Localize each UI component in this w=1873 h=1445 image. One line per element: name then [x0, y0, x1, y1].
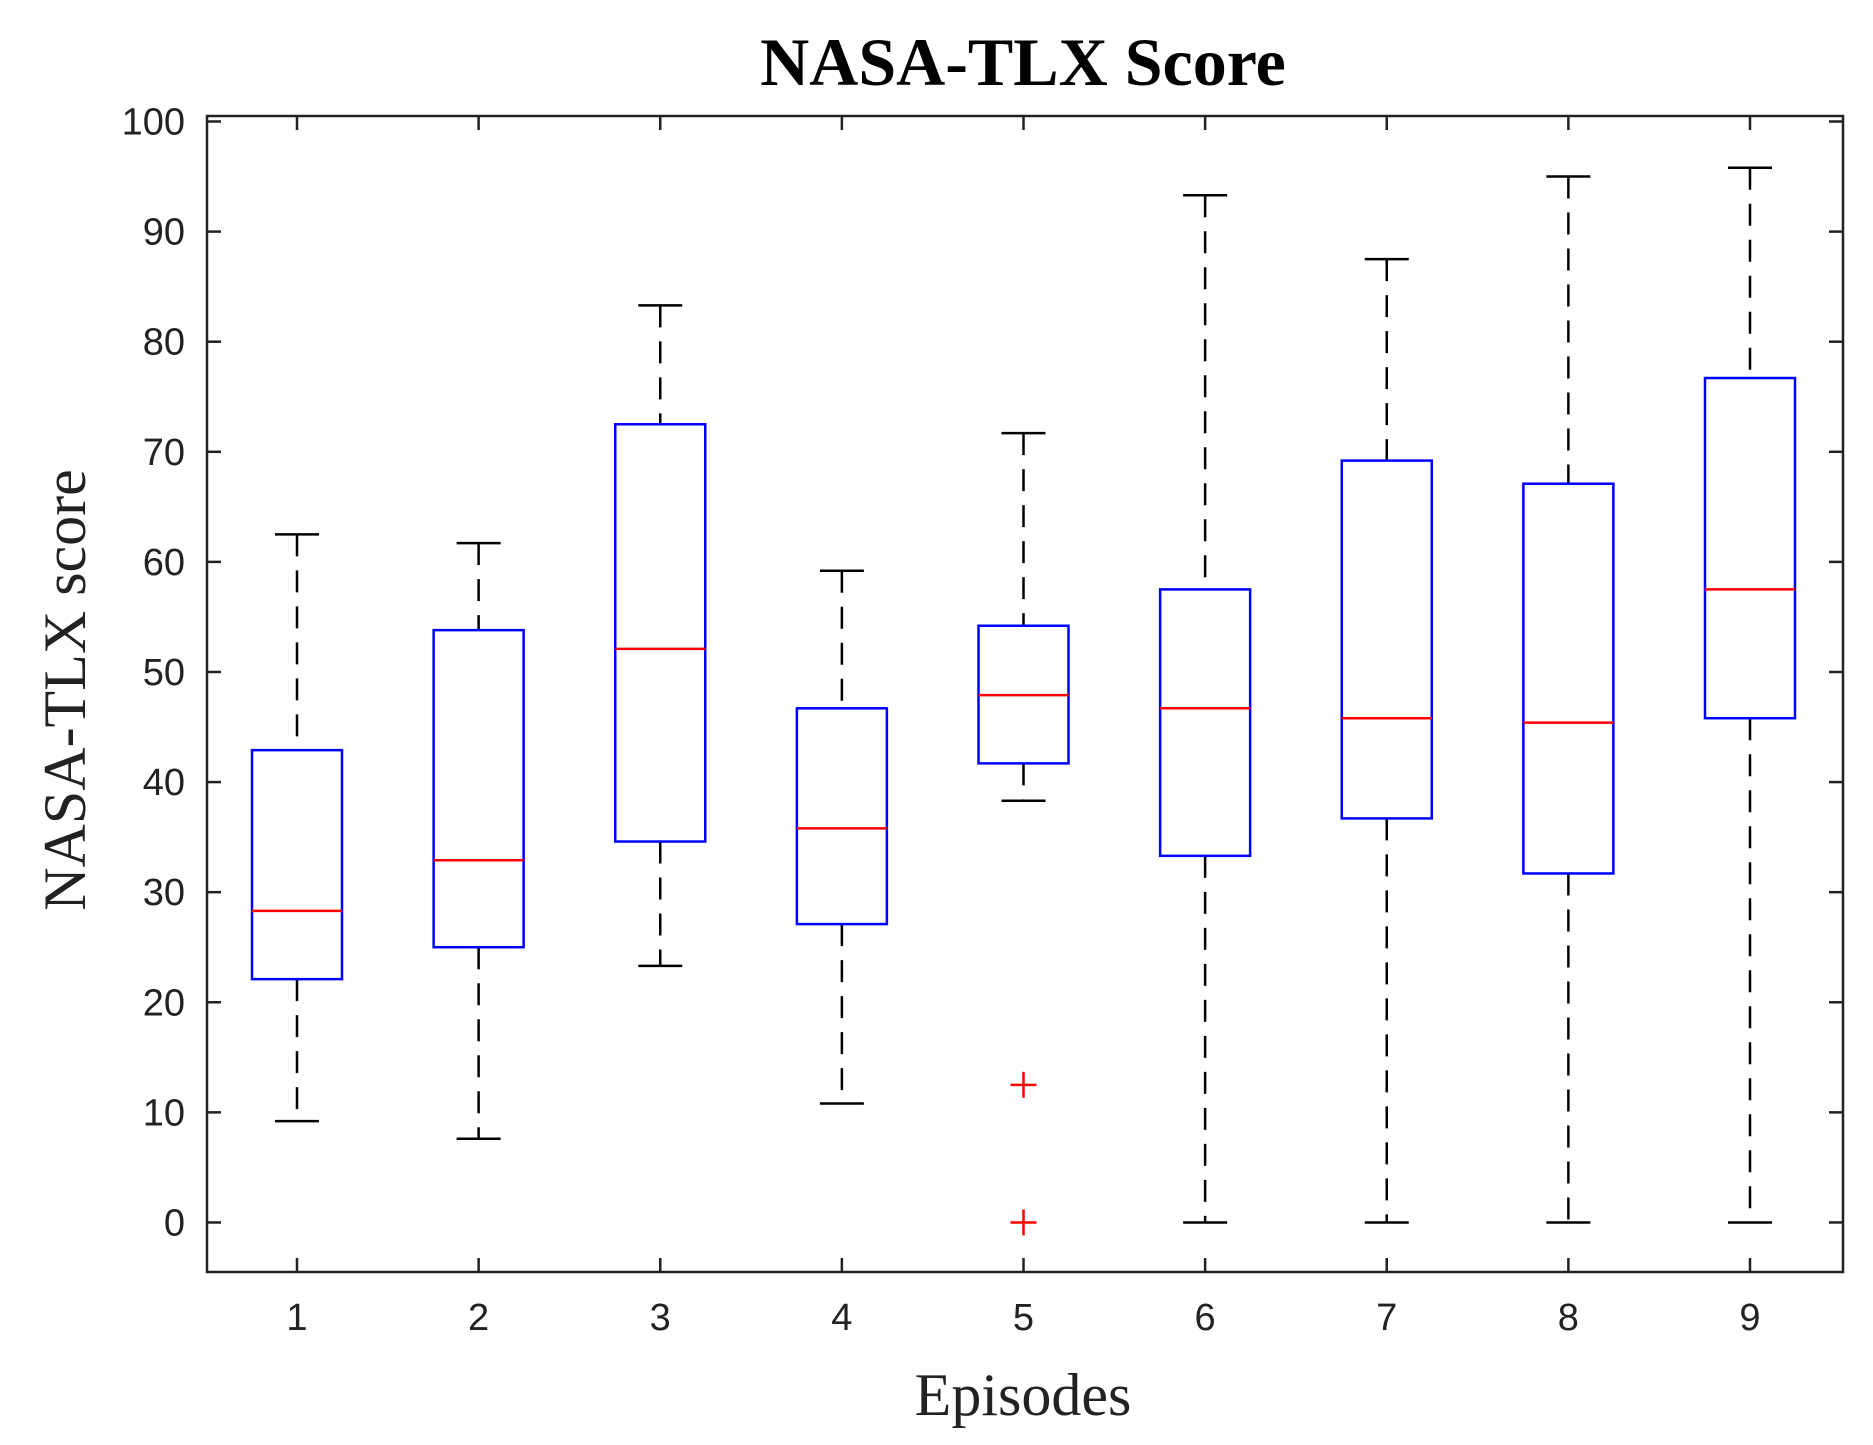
iqr-box — [1522, 482, 1615, 875]
iqr-box — [1158, 588, 1252, 858]
box-group-3 — [614, 304, 707, 968]
x-tick-label: 7 — [1376, 1297, 1397, 1339]
y-axis-label: NASA-TLX score — [32, 469, 98, 911]
x-tick-label: 2 — [468, 1297, 489, 1339]
box-group-7 — [1340, 257, 1433, 1224]
y-tick-label: 80 — [143, 322, 185, 364]
iqr-box — [795, 707, 889, 926]
y-tick-label: 100 — [122, 102, 185, 144]
iqr-box — [1340, 459, 1433, 820]
y-tick-label: 30 — [143, 872, 185, 914]
y-tick-label: 90 — [143, 212, 185, 254]
chart-title: NASA-TLX Score — [760, 24, 1286, 100]
outlier-marker-0 — [1010, 1071, 1037, 1098]
box-group-8 — [1522, 175, 1615, 1224]
x-tick-label: 6 — [1195, 1297, 1216, 1339]
iqr-box — [250, 748, 344, 981]
box-group-5 — [977, 431, 1070, 1236]
x-tick-label: 5 — [1013, 1297, 1034, 1339]
outlier-marker-1 — [1010, 1209, 1037, 1236]
x-tick-label: 3 — [650, 1297, 671, 1339]
x-tick-label: 4 — [831, 1297, 852, 1339]
iqr-box — [432, 628, 525, 949]
y-tick-label: 10 — [143, 1092, 185, 1134]
x-axis-label: Episodes — [915, 1362, 1132, 1428]
box-group-4 — [795, 569, 889, 1105]
x-tick-label: 1 — [286, 1297, 307, 1339]
y-tick-label: 50 — [143, 652, 185, 694]
y-tick-label: 20 — [143, 982, 185, 1024]
plot-frame — [205, 114, 1845, 1274]
y-tick-label: 40 — [143, 762, 185, 804]
axis-ticks: 0 10 20 30 40 50 60 70 80 90 100 1 2 3 4 5 6 7 8 9 — [122, 102, 1843, 1339]
y-tick-label: 60 — [143, 542, 185, 584]
box-marks — [250, 166, 1797, 1236]
box-group-6 — [1158, 194, 1252, 1224]
x-tick-label: 8 — [1558, 1297, 1579, 1339]
y-tick-label: 70 — [143, 432, 185, 474]
iqr-box — [614, 423, 707, 843]
box-group-1 — [250, 533, 344, 1123]
y-tick-label: 0 — [164, 1202, 185, 1244]
box-group-2 — [432, 541, 525, 1141]
iqr-box — [1703, 376, 1797, 720]
box-group-9 — [1703, 166, 1797, 1224]
x-tick-label: 9 — [1739, 1297, 1760, 1339]
